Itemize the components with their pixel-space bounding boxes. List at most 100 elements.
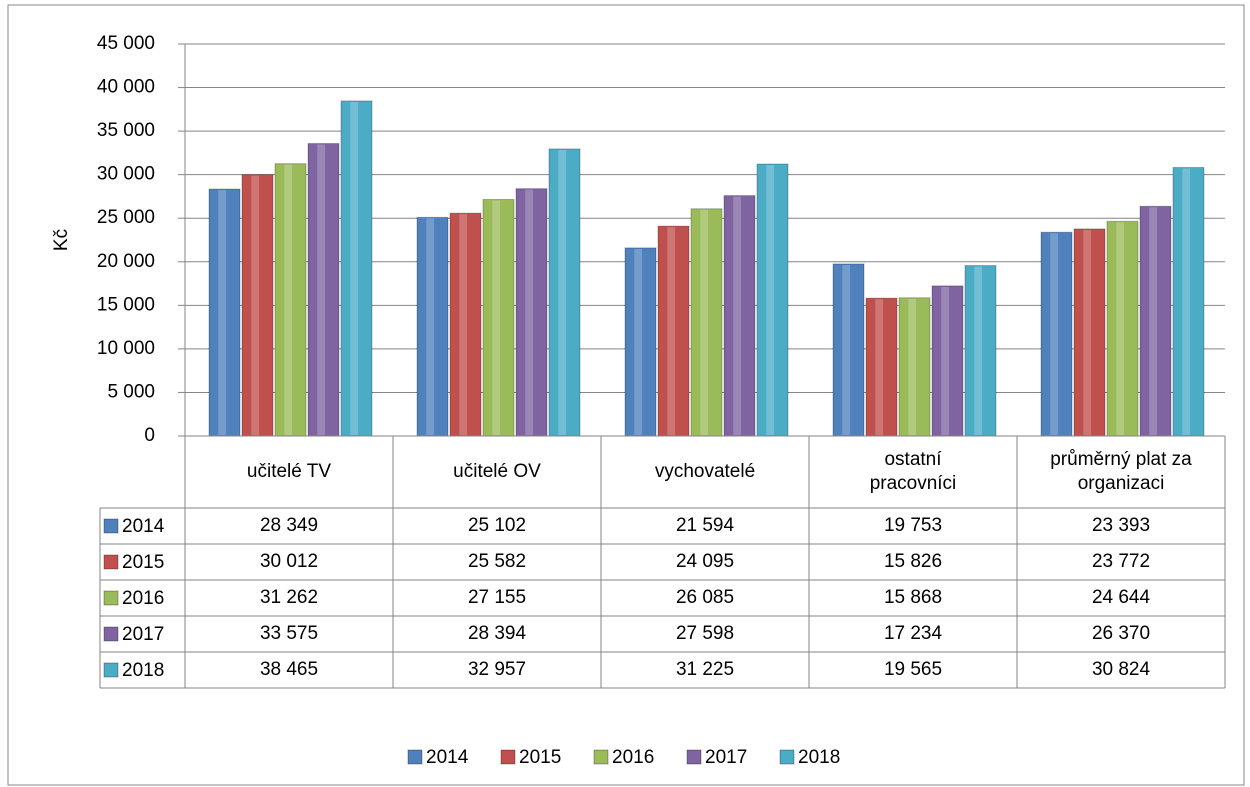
table-value: 26 370 [1091,623,1151,644]
x-tick-label: ostatní pracovníci [869,449,957,494]
bar-shine [1116,222,1125,435]
x-tick-label: průměrný plat za organizaci [1050,449,1192,494]
bar-shine [251,175,260,435]
legend-label: 2018 [798,747,840,768]
row-label: 2017 [122,624,164,645]
legend-key [407,749,423,765]
legend-key [103,590,119,606]
bar [690,208,723,437]
bar-shine [317,144,326,435]
bar-shine [1149,207,1158,435]
table-value: 38 465 [259,659,319,680]
y-tick-label: 0 [144,425,155,446]
bar-shine [974,266,983,435]
legend-key [103,518,119,534]
y-tick-label: 10 000 [97,338,155,359]
table-value: 30 012 [259,551,319,572]
legend-label: 2017 [705,747,747,768]
table-value: 26 085 [675,587,735,608]
y-tick-label: 45 000 [97,33,155,54]
chart-frame [7,4,1245,786]
bar-shine [667,227,676,435]
bar-shine [733,196,742,435]
bar-shine [634,248,643,435]
bar [208,188,241,437]
bar [865,297,898,437]
table-value: 23 772 [1091,551,1151,572]
bar-shine [908,298,917,435]
x-tick-label: učitelé TV [246,461,332,482]
table-value: 19 753 [883,515,943,536]
y-axis-label: Kč [51,229,72,251]
bar-shine [941,286,950,435]
y-tick-label: 5 000 [107,381,155,402]
legend-key [593,749,609,765]
bar [416,216,449,437]
legend-key [500,749,516,765]
table-value: 32 957 [467,659,527,680]
legend-key [686,749,702,765]
bar-shine [525,189,534,435]
bar [1073,228,1106,437]
bar-shine [875,299,884,435]
table-value: 25 582 [467,551,527,572]
y-tick-label: 25 000 [97,207,155,228]
legend-key [103,554,119,570]
table-value: 27 155 [467,587,527,608]
bar [1040,231,1073,437]
bar-shine [700,209,709,435]
table-value: 28 349 [259,515,319,536]
bar [657,225,690,437]
bar-shine [218,190,227,435]
y-tick-label: 30 000 [97,164,155,185]
table-value: 23 393 [1091,515,1151,536]
bar-shine [492,200,501,435]
bar-shine [1182,168,1191,435]
y-tick-label: 15 000 [97,294,155,315]
bar [340,100,373,437]
table-value: 15 868 [883,587,943,608]
table-value: 33 575 [259,623,319,644]
bar-shine [558,149,567,436]
row-label: 2016 [122,588,164,609]
bar [307,143,340,437]
bar [931,285,964,437]
bar [515,188,548,437]
y-tick-label: 40 000 [97,77,155,98]
bar [241,174,274,437]
legend-label: 2016 [612,747,654,768]
legend-label: 2014 [426,747,469,768]
y-tick-label: 20 000 [97,251,155,272]
table-value: 15 826 [883,551,943,572]
y-tick-label: 35 000 [97,120,155,141]
bar-shine [284,164,293,435]
bar-shine [766,164,775,436]
bar [274,163,307,437]
row-label: 2015 [122,552,164,573]
bar-shine [1083,229,1092,435]
bar-shine [350,101,359,435]
table-value: 27 598 [675,623,735,644]
table-value: 31 225 [675,659,735,680]
table-value: 24 095 [675,551,735,572]
bar [1139,205,1172,437]
legend-key [779,749,795,765]
x-tick-label: učitelé OV [453,461,541,482]
bar [898,297,931,437]
row-label: 2018 [122,660,164,681]
bar-shine [426,218,435,435]
legend-key [103,626,119,642]
legend-key [103,662,119,678]
bar-shine [1050,233,1059,435]
x-tick-label: vychovatelé [654,461,756,482]
bar [723,195,756,437]
table-value: 28 394 [467,623,527,644]
bar [449,212,482,437]
row-label: 2014 [122,516,165,537]
bar [964,265,997,437]
bar-shine [842,264,851,435]
table-value: 19 565 [883,659,943,680]
bar [624,247,657,437]
